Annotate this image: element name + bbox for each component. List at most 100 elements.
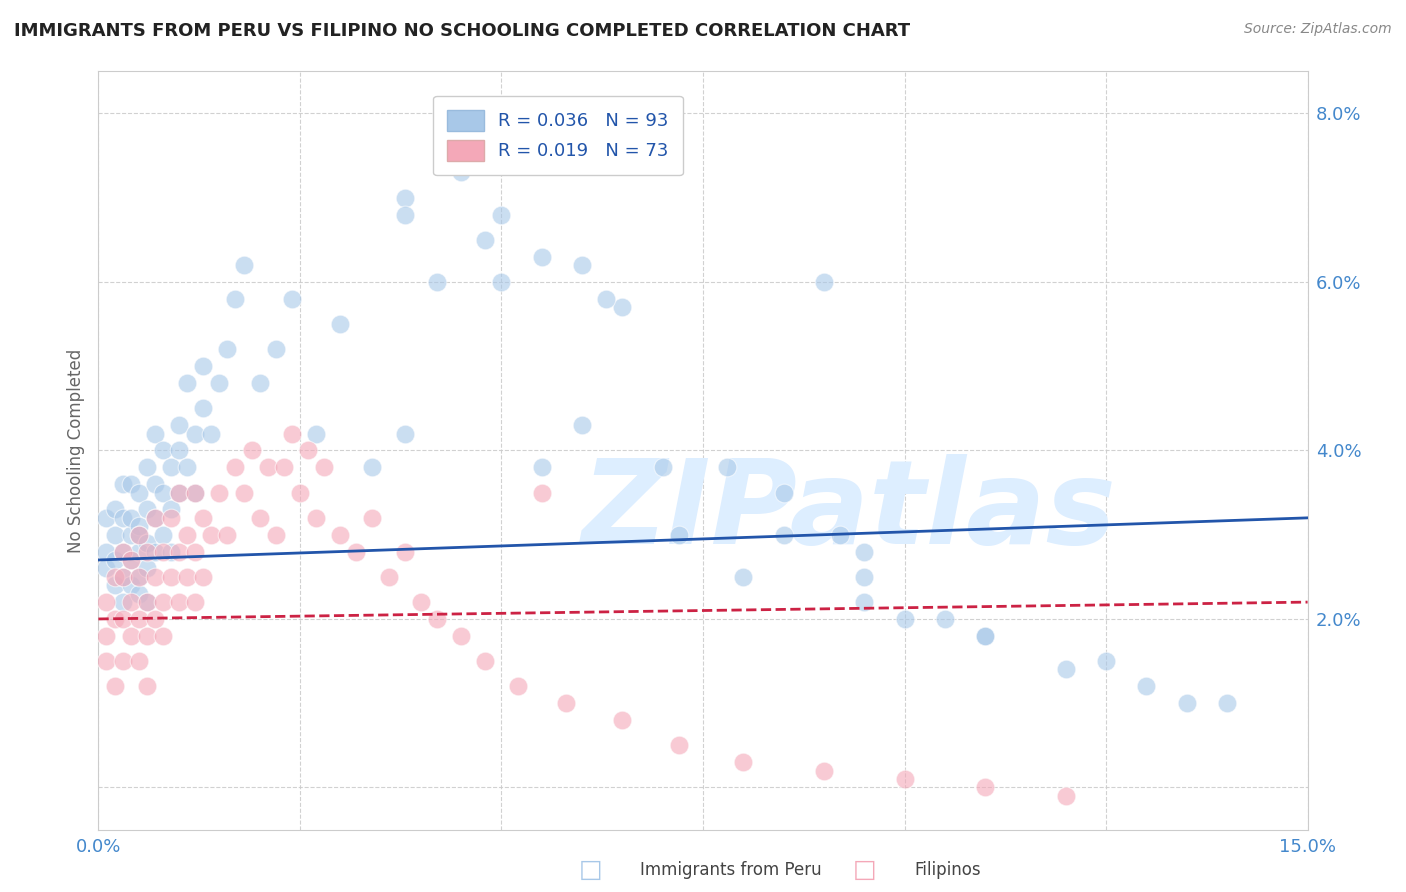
- Point: [160, 511, 183, 525]
- Text: ZIPatlas: ZIPatlas: [581, 454, 1115, 568]
- Point: [176, 460, 198, 475]
- Point: [329, 527, 352, 541]
- Point: [281, 426, 304, 441]
- Point: [1175, 696, 1198, 710]
- Point: [111, 570, 134, 584]
- Point: [120, 578, 142, 592]
- Point: [128, 587, 150, 601]
- Point: [217, 527, 239, 541]
- Point: [305, 511, 328, 525]
- Point: [128, 570, 150, 584]
- Text: Filipinos: Filipinos: [914, 861, 980, 879]
- Point: [111, 544, 134, 558]
- Point: [772, 527, 794, 541]
- Point: [530, 250, 553, 264]
- Point: [120, 553, 142, 567]
- Point: [232, 258, 254, 272]
- Point: [135, 629, 157, 643]
- Point: [193, 570, 215, 584]
- Point: [96, 511, 118, 525]
- Text: □: □: [853, 858, 876, 881]
- Point: [1054, 663, 1077, 677]
- Point: [974, 629, 997, 643]
- Point: [813, 764, 835, 778]
- Point: [224, 292, 246, 306]
- Point: [893, 772, 915, 786]
- Point: [249, 376, 271, 390]
- Point: [828, 527, 851, 541]
- Point: [135, 502, 157, 516]
- Point: [813, 275, 835, 289]
- Point: [143, 511, 166, 525]
- Point: [450, 629, 472, 643]
- Point: [103, 527, 125, 541]
- Point: [555, 696, 578, 710]
- Point: [733, 570, 755, 584]
- Point: [426, 275, 449, 289]
- Point: [143, 544, 166, 558]
- Point: [240, 443, 263, 458]
- Point: [716, 460, 738, 475]
- Point: [193, 359, 215, 374]
- Point: [143, 426, 166, 441]
- Point: [128, 544, 150, 558]
- Point: [256, 460, 278, 475]
- Point: [264, 527, 287, 541]
- Point: [264, 343, 287, 357]
- Point: [974, 629, 997, 643]
- Point: [273, 460, 295, 475]
- Point: [344, 544, 367, 558]
- Point: [152, 443, 174, 458]
- Point: [96, 629, 118, 643]
- Point: [361, 511, 384, 525]
- Point: [103, 570, 125, 584]
- Point: [474, 233, 496, 247]
- Point: [152, 544, 174, 558]
- Point: [176, 376, 198, 390]
- Point: [128, 612, 150, 626]
- Point: [305, 426, 328, 441]
- Point: [128, 527, 150, 541]
- Point: [974, 780, 997, 795]
- Point: [772, 485, 794, 500]
- Point: [853, 570, 876, 584]
- Point: [595, 292, 617, 306]
- Point: [288, 485, 311, 500]
- Point: [160, 502, 183, 516]
- Point: [167, 485, 190, 500]
- Point: [111, 612, 134, 626]
- Point: [184, 426, 207, 441]
- Point: [167, 418, 190, 433]
- Point: [135, 544, 157, 558]
- Point: [128, 519, 150, 533]
- Point: [200, 426, 222, 441]
- Point: [297, 443, 319, 458]
- Point: [853, 544, 876, 558]
- Point: [571, 258, 593, 272]
- Point: [143, 612, 166, 626]
- Point: [111, 544, 134, 558]
- Point: [1095, 654, 1118, 668]
- Point: [934, 612, 956, 626]
- Point: [651, 460, 673, 475]
- Point: [409, 595, 432, 609]
- Point: [167, 485, 190, 500]
- Point: [103, 578, 125, 592]
- Text: IMMIGRANTS FROM PERU VS FILIPINO NO SCHOOLING COMPLETED CORRELATION CHART: IMMIGRANTS FROM PERU VS FILIPINO NO SCHO…: [14, 22, 910, 40]
- Point: [128, 485, 150, 500]
- Point: [668, 527, 690, 541]
- Point: [128, 654, 150, 668]
- Point: [143, 570, 166, 584]
- Text: Immigrants from Peru: Immigrants from Peru: [640, 861, 821, 879]
- Point: [200, 527, 222, 541]
- Point: [103, 612, 125, 626]
- Point: [1054, 789, 1077, 803]
- Point: [1216, 696, 1239, 710]
- Point: [893, 612, 915, 626]
- Point: [217, 343, 239, 357]
- Point: [426, 612, 449, 626]
- Point: [103, 679, 125, 693]
- Point: [651, 148, 673, 162]
- Point: [111, 654, 134, 668]
- Point: [135, 595, 157, 609]
